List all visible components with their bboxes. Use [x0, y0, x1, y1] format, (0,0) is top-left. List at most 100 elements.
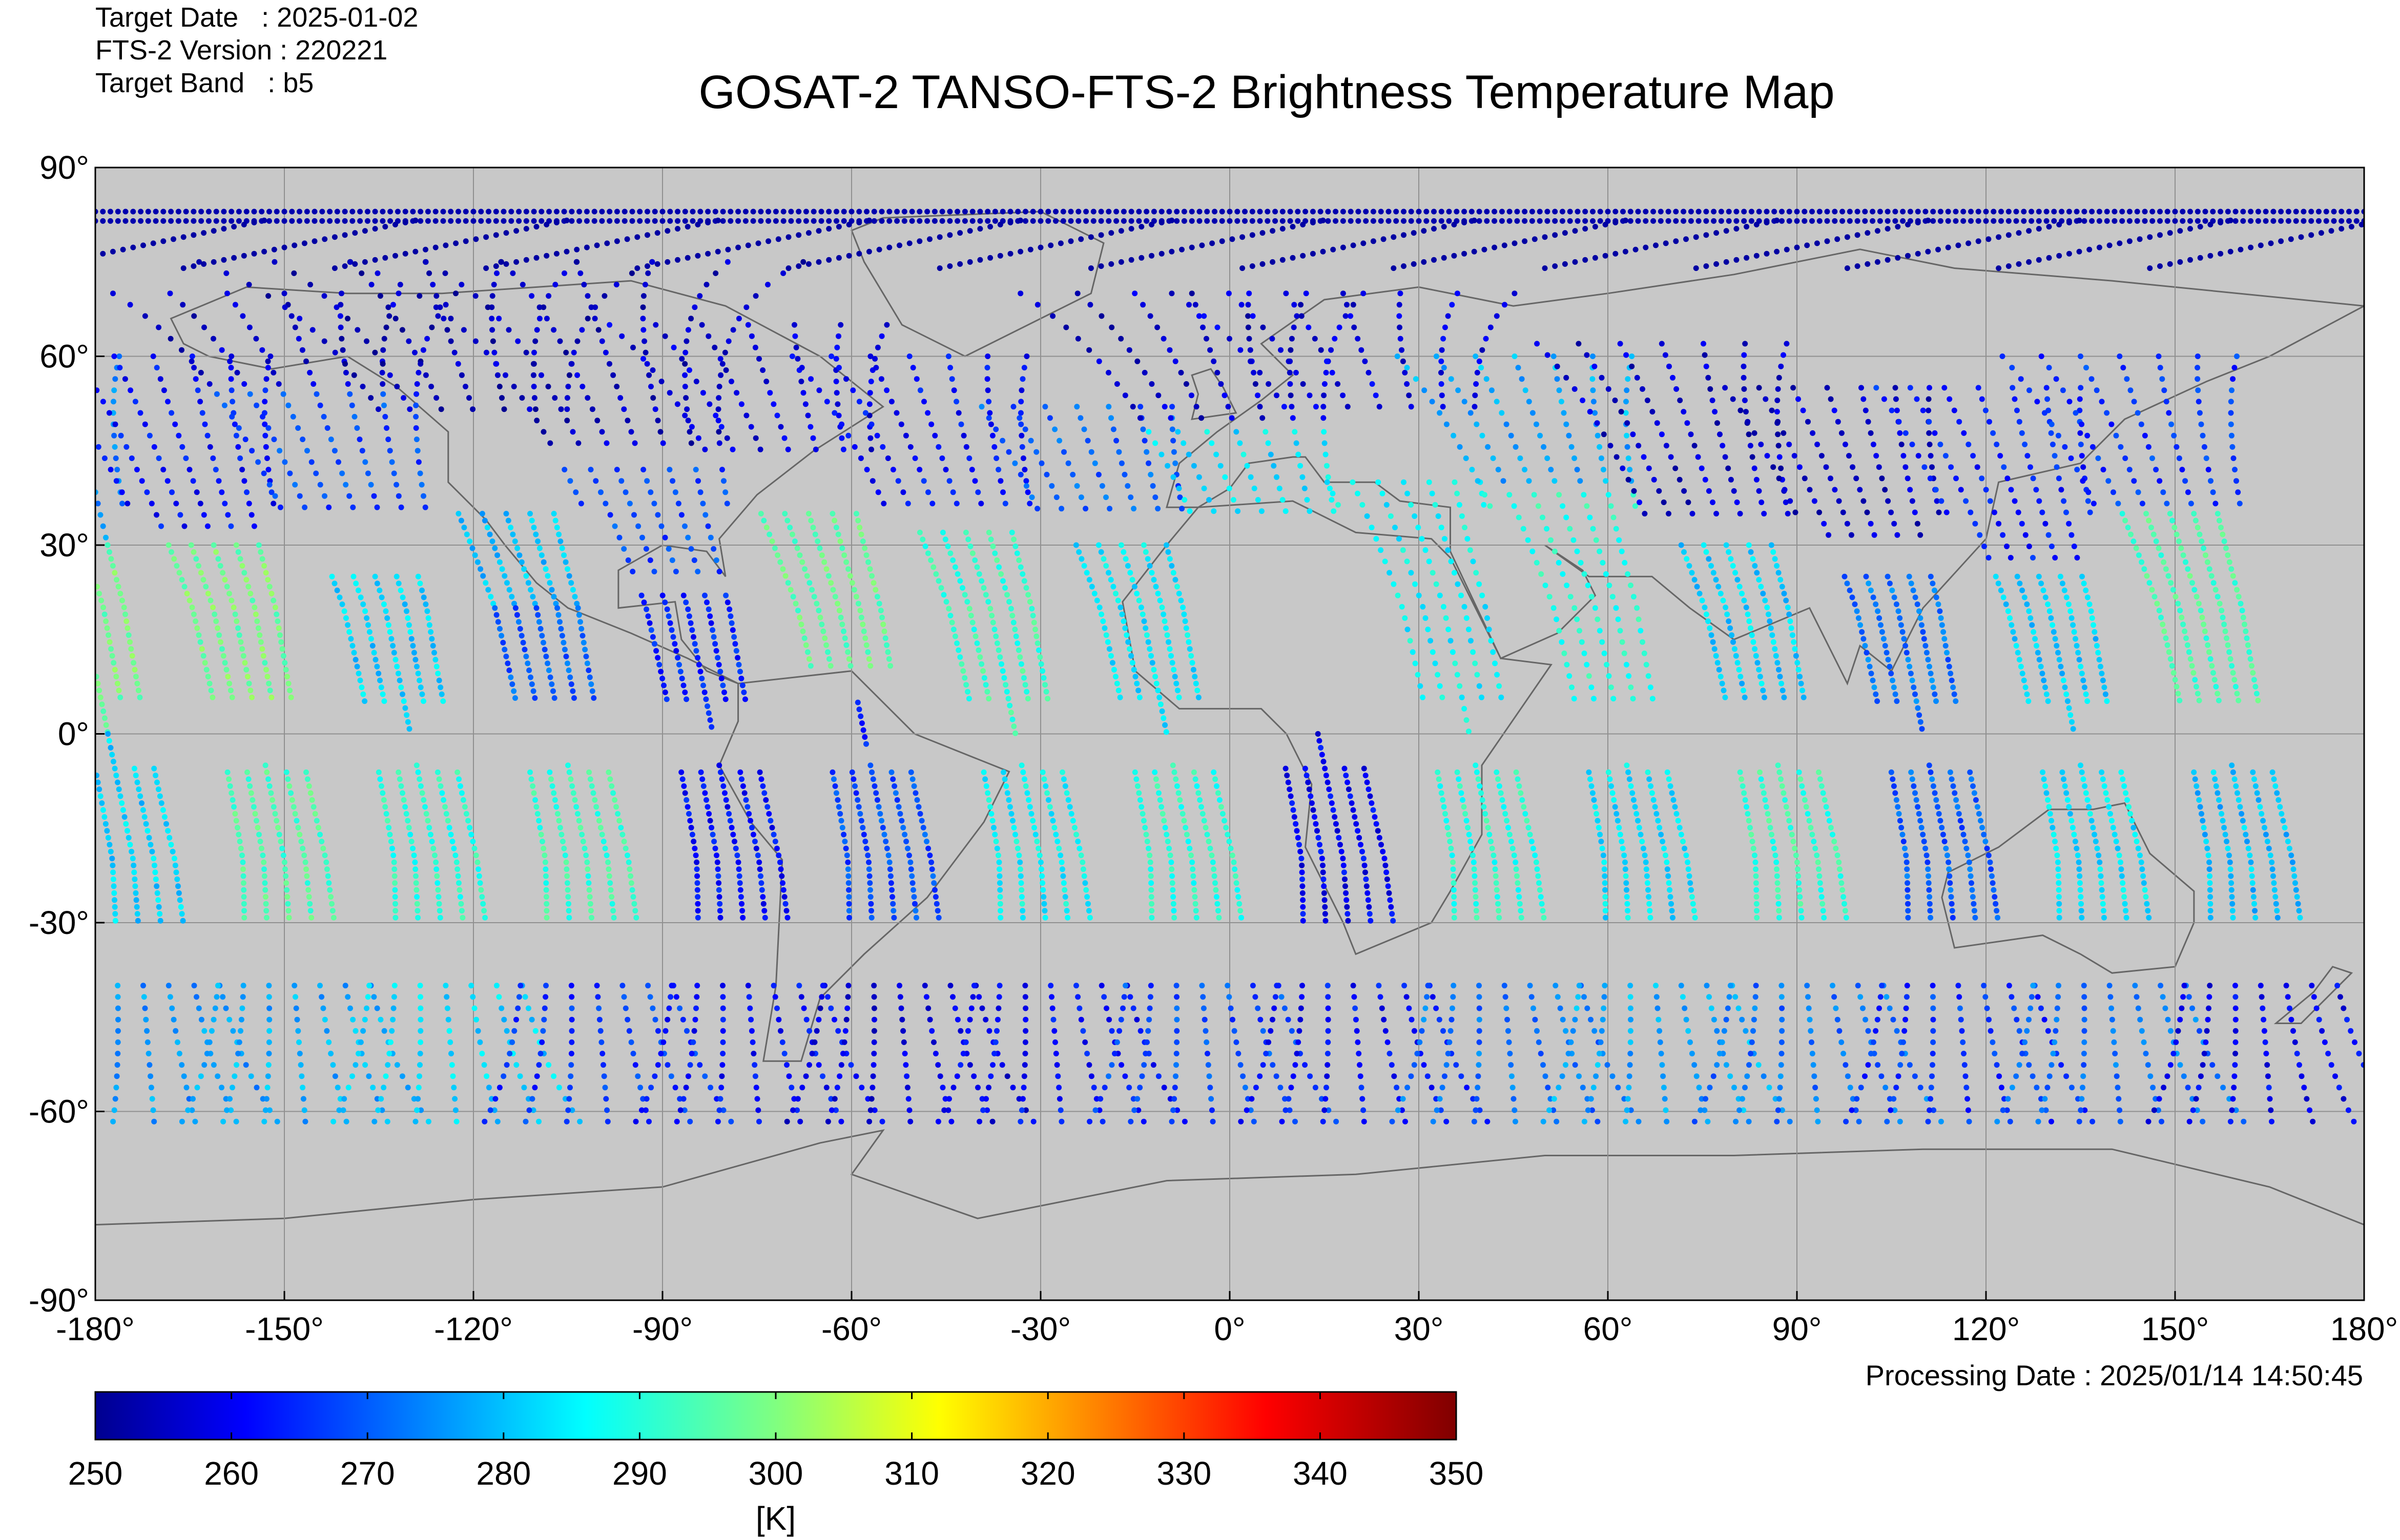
obs-point: [1661, 500, 1667, 505]
obs-point: [287, 470, 293, 476]
obs-point: [1556, 492, 1562, 498]
obs-point: [1624, 387, 1630, 393]
obs-point: [241, 901, 247, 907]
obs-point: [1772, 556, 1778, 562]
obs-point: [1636, 1118, 1642, 1125]
obs-point: [1604, 661, 1609, 668]
obs-point: [1404, 490, 1411, 496]
obs-point: [1018, 399, 1024, 405]
obs-point: [966, 606, 973, 612]
obs-point: [1593, 1073, 1599, 1079]
obs-point: [748, 1016, 754, 1023]
obs-point: [528, 776, 534, 782]
obs-point: [794, 1107, 800, 1113]
obs-point: [1065, 914, 1071, 921]
obs-point: [1776, 454, 1783, 460]
obs-point: [272, 605, 278, 611]
obs-point: [104, 625, 110, 631]
obs-point: [809, 1051, 815, 1056]
obs-point: [189, 353, 195, 359]
obs-point: [1333, 821, 1339, 827]
obs-point: [1392, 525, 1398, 531]
obs-point: [998, 478, 1004, 484]
obs-point: [1347, 793, 1353, 799]
obs-point: [633, 1118, 639, 1125]
obs-point: [576, 818, 582, 824]
obs-point: [1737, 769, 1743, 775]
obs-point: [531, 525, 537, 531]
obs-point: [1778, 1062, 1784, 1068]
obs-point: [1685, 859, 1691, 865]
obs-point: [845, 983, 852, 989]
obs-point: [729, 620, 735, 626]
obs-point: [217, 563, 223, 569]
obs-point: [695, 655, 701, 661]
obs-point: [1182, 1118, 1188, 1125]
obs-point: [148, 1073, 154, 1079]
obs-point: [1525, 537, 1531, 543]
obs-point: [889, 887, 895, 893]
obs-point: [797, 552, 803, 558]
obs-point: [795, 1096, 801, 1102]
obs-point: [204, 432, 211, 439]
obs-point: [311, 381, 317, 387]
obs-point: [149, 848, 155, 855]
obs-point: [1736, 584, 1743, 590]
obs-point: [113, 455, 119, 461]
obs-point: [1753, 476, 1760, 483]
obs-point: [1535, 873, 1541, 879]
obs-point: [748, 818, 754, 824]
obs-point: [107, 549, 112, 555]
obs-point: [1197, 797, 1203, 803]
obs-point: [569, 783, 575, 789]
obs-point: [1162, 618, 1168, 625]
obs-point: [1746, 1062, 1752, 1068]
obs-point: [321, 293, 327, 299]
obs-point: [802, 401, 809, 407]
obs-point: [1408, 502, 1414, 508]
obs-point: [705, 804, 711, 810]
obs-point: [554, 605, 561, 611]
obs-point: [1322, 765, 1328, 772]
obs-point: [746, 994, 752, 1000]
obs-point: [601, 1062, 606, 1068]
obs-point: [1307, 508, 1313, 514]
obs-point: [1833, 845, 1839, 851]
obs-point: [1814, 852, 1820, 859]
obs-point: [866, 866, 872, 872]
obs-point: [644, 478, 650, 484]
obs-point: [632, 908, 638, 914]
obs-point: [358, 594, 364, 600]
obs-point: [898, 421, 904, 427]
obs-point: [453, 290, 459, 297]
obs-point: [678, 769, 685, 775]
obs-point: [1321, 440, 1328, 446]
obs-point: [725, 804, 731, 810]
obs-point: [716, 384, 722, 389]
obs-point: [1768, 542, 1774, 548]
obs-point: [1521, 804, 1527, 810]
obs-point: [1057, 438, 1063, 444]
obs-point: [688, 546, 694, 552]
obs-point: [503, 511, 509, 517]
obs-point: [1240, 451, 1247, 457]
obs-point: [541, 639, 546, 646]
obs-point: [391, 470, 397, 476]
obs-point: [605, 1118, 611, 1125]
obs-point: [214, 994, 220, 1000]
obs-point: [1805, 811, 1811, 817]
obs-point: [227, 1096, 233, 1102]
obs-point: [1720, 443, 1726, 449]
obs-point: [681, 783, 687, 789]
obs-point: [890, 901, 896, 907]
obs-point: [1747, 825, 1753, 830]
obs-point: [1602, 894, 1608, 900]
obs-point: [601, 1073, 607, 1079]
obs-point: [883, 839, 889, 844]
obs-point: [558, 406, 564, 412]
obs-point: [867, 390, 873, 396]
obs-point: [626, 1028, 632, 1034]
obs-point: [884, 642, 889, 648]
obs-point: [552, 395, 558, 401]
obs-point: [774, 845, 780, 851]
